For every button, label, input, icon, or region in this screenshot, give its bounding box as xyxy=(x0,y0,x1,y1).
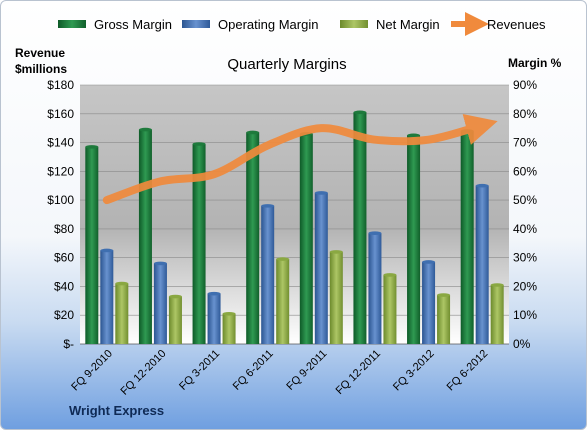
right-tick-label: 50% xyxy=(513,193,537,207)
company-name: Wright Express xyxy=(69,403,164,418)
bar-net-margin xyxy=(383,274,397,344)
bar-cap xyxy=(207,291,221,296)
left-tick-label: $20 xyxy=(54,308,74,322)
bar-cap xyxy=(100,248,114,253)
left-tick-label: $160 xyxy=(47,107,74,121)
bar-gross-margin xyxy=(138,129,152,344)
bar-operating-margin xyxy=(475,185,489,344)
left-axis-title-line-1: Revenue xyxy=(15,46,65,60)
bar-gross-margin xyxy=(192,143,206,344)
x-tick-label: FQ 9-2011 xyxy=(284,348,329,393)
x-tick-label: FQ 12-2010 xyxy=(119,348,169,398)
bar-gross-margin xyxy=(460,131,474,344)
right-tick-label: 20% xyxy=(513,279,537,293)
left-axis: $- $20 $40 $60 $80 $100 $120 $140 $160 $180 xyxy=(47,78,74,351)
left-tick-label: $180 xyxy=(47,78,74,92)
legend-swatch xyxy=(340,20,368,28)
bar-net-margin xyxy=(222,313,236,344)
right-tick-label: 90% xyxy=(513,78,537,92)
left-tick-label: $- xyxy=(63,337,74,351)
bar-cap xyxy=(437,293,451,297)
bar-cap xyxy=(222,311,236,316)
right-axis: 0% 10% 20% 30% 40% 50% 60% 70% 80% 90% xyxy=(513,78,537,351)
bar-cap xyxy=(153,261,167,266)
legend-label: Gross Margin xyxy=(94,17,172,32)
bar-cap xyxy=(85,145,99,149)
bar-net-margin xyxy=(115,283,129,344)
x-tick-label: FQ 6-2011 xyxy=(231,348,276,393)
bar-series xyxy=(85,110,504,344)
right-tick-label: 10% xyxy=(513,308,537,322)
bar-gross-margin xyxy=(246,132,260,344)
bar-cap xyxy=(353,110,367,115)
bar-net-margin xyxy=(168,296,182,344)
bar-cap xyxy=(192,142,206,146)
bar-cap xyxy=(115,281,129,286)
legend-label: Net Margin xyxy=(376,17,440,32)
bar-gross-margin xyxy=(85,146,99,344)
x-axis: FQ 9-2010 FQ 12-2010 FQ 3-2011 FQ 6-2011 FQ … xyxy=(69,348,490,398)
legend-swatch xyxy=(58,20,86,28)
left-tick-label: $80 xyxy=(54,222,74,236)
legend-label: Operating Margin xyxy=(218,17,318,32)
bar-cap xyxy=(329,250,343,254)
x-tick-label: FQ 3-2011 xyxy=(177,348,222,393)
legend-label: Revenues xyxy=(487,17,546,32)
bar-net-margin xyxy=(437,295,451,344)
bar-operating-margin xyxy=(368,233,382,344)
bar-cap xyxy=(383,273,397,277)
right-tick-label: 30% xyxy=(513,251,537,265)
right-axis-title: Margin % xyxy=(508,56,562,70)
left-tick-label: $100 xyxy=(47,193,74,207)
bar-cap xyxy=(407,133,421,138)
bar-cap xyxy=(475,183,489,188)
x-tick-label: FQ 3-2012 xyxy=(391,348,437,394)
left-axis-title-line-2: $millions xyxy=(15,62,67,76)
left-tick-label: $140 xyxy=(47,136,74,150)
revenue-line xyxy=(102,113,498,205)
bar-gross-margin xyxy=(407,135,421,344)
bar-operating-margin xyxy=(422,261,436,344)
right-tick-label: 60% xyxy=(513,164,537,178)
bar-cap xyxy=(422,260,436,264)
x-tick-label: FQ 6-2012 xyxy=(445,348,491,394)
right-tick-label: 70% xyxy=(513,136,537,150)
left-tick-label: $40 xyxy=(54,279,74,293)
bar-gross-margin xyxy=(353,112,367,344)
legend: Gross Margin Operating Margin Net Margin Re… xyxy=(58,12,546,36)
left-tick-label: $60 xyxy=(54,251,74,265)
bar-net-margin xyxy=(490,285,504,344)
right-tick-label: 0% xyxy=(513,337,531,351)
bar-cap xyxy=(314,191,328,195)
left-tick-label: $120 xyxy=(47,164,74,178)
bar-operating-margin xyxy=(153,263,167,344)
right-tick-label: 40% xyxy=(513,222,537,236)
right-tick-label: 80% xyxy=(513,107,537,121)
bar-operating-margin xyxy=(207,293,221,344)
bar-cap xyxy=(246,130,260,135)
bar-net-margin xyxy=(329,251,343,344)
x-tick-label: FQ 9-2010 xyxy=(69,348,115,394)
bar-net-margin xyxy=(276,259,290,344)
bar-cap xyxy=(490,283,504,287)
bar-operating-margin xyxy=(100,250,114,344)
bar-cap xyxy=(138,127,152,132)
bar-operating-margin xyxy=(261,205,275,344)
revenues-line xyxy=(102,113,498,205)
bar-operating-margin xyxy=(314,192,328,344)
legend-swatch xyxy=(182,20,210,28)
x-tick-label: FQ 12-2011 xyxy=(334,348,383,397)
bar-cap xyxy=(168,294,182,299)
chart-title: Quarterly Margins xyxy=(227,56,346,73)
bar-cap xyxy=(261,204,275,208)
bar-cap xyxy=(368,231,382,236)
bar-gross-margin xyxy=(299,133,313,344)
bar-cap xyxy=(276,257,290,261)
